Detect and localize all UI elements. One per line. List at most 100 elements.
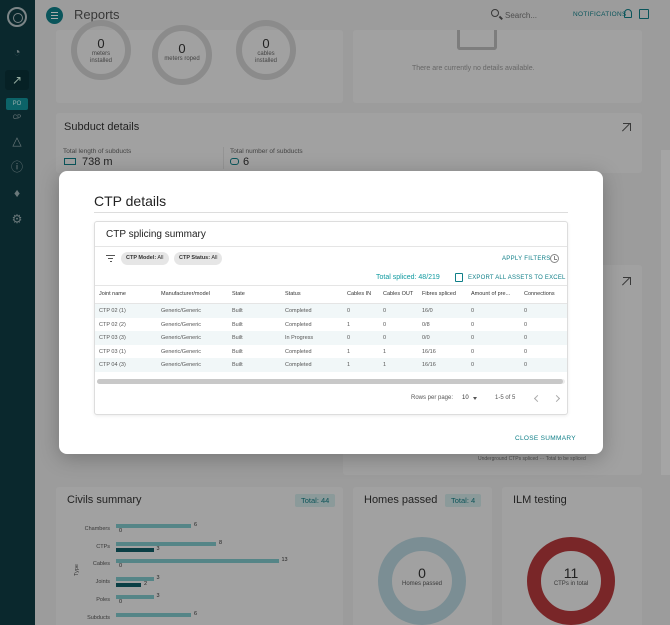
chevron-right-icon[interactable]	[552, 394, 561, 403]
bar-value: 6	[194, 610, 198, 617]
menu-button[interactable]	[46, 7, 63, 24]
column-header[interactable]: Manufacturer/model	[161, 291, 210, 297]
civils-bar	[116, 583, 141, 588]
table-cell: 1	[347, 348, 351, 355]
homes-title: Homes passed	[364, 494, 438, 506]
table-cell: 0	[383, 308, 387, 314]
civils-bar	[116, 577, 154, 582]
bar-value: 6	[194, 522, 198, 528]
info-icon[interactable]: ⓘ	[10, 160, 23, 174]
table-cell: 0	[347, 308, 351, 314]
filter-chip-ctp-status[interactable]: CTP Status: All	[174, 252, 223, 265]
export-excel-button[interactable]: EXPORT ALL ASSETS TO EXCEL	[468, 275, 566, 281]
column-header[interactable]: Connections	[524, 291, 555, 297]
table-row[interactable]: CTP 02 (1) Generic/Generic Built Completed 0…	[95, 304, 567, 318]
notifications-link[interactable]: NOTIFICATIONS	[573, 11, 627, 18]
table-cell: Completed	[285, 362, 312, 369]
table-cell: 1	[347, 362, 351, 369]
bar-value: 3	[156, 545, 160, 552]
bar-value: 0	[119, 598, 123, 605]
column-header[interactable]: Amount of pre...	[471, 291, 511, 297]
bar-label: Subducts	[87, 614, 110, 621]
table-row[interactable]: CTP 03 (1) Generic/Generic Built Completed 1…	[95, 345, 567, 359]
gear-icon[interactable]: ⚙	[11, 212, 23, 226]
table-cell: 0	[524, 308, 528, 314]
table-cell: 0	[471, 348, 475, 355]
table-cell: Generic/Generic	[161, 321, 202, 328]
table-cell: Built	[232, 321, 243, 328]
homes-card: Homes passed Total: 4 0 Homes passed	[353, 487, 492, 625]
civils-bar	[116, 594, 154, 599]
meters-installed-gauge: 0 meters installed	[71, 20, 131, 80]
search-input[interactable]	[505, 8, 591, 22]
table-cell: 0	[471, 321, 475, 328]
table-row[interactable]: CTP 02 (2) Generic/Generic Built Completed 1…	[95, 318, 567, 332]
table-cell: 0	[524, 335, 528, 342]
ctp-details-modal: CTP details CTP splicing summary CTP Mod…	[59, 171, 603, 454]
sidebar-item-reports[interactable]	[5, 70, 29, 90]
chart-legend: Underground CTPs spliced ··· Total to be…	[478, 456, 586, 462]
bar-value: 3	[156, 592, 160, 599]
bar-label: Cables	[92, 561, 110, 568]
civils-bar	[116, 541, 216, 546]
table-cell: 0	[383, 335, 387, 342]
filter-icon[interactable]	[106, 255, 115, 263]
table-cell: CTP 03 (3)	[99, 335, 126, 342]
expand-icon[interactable]	[623, 123, 631, 131]
page-title: Reports	[74, 7, 120, 22]
history-icon[interactable]	[550, 254, 559, 263]
table-cell: CTP 03 (1)	[99, 348, 126, 355]
dashboard-icon[interactable]: ◔	[13, 45, 21, 59]
table-cell: CTP 02 (2)	[99, 321, 126, 328]
table-cell: 0	[471, 335, 475, 342]
logout-icon[interactable]	[639, 9, 649, 19]
bar-label: Joints	[95, 579, 110, 586]
sidebar-item-po[interactable]: PO	[6, 98, 28, 110]
expand-icon[interactable]	[623, 277, 631, 285]
total-spliced: Total spliced: 48/219	[376, 274, 440, 281]
column-header[interactable]: Cables IN	[347, 291, 372, 297]
rows-per-page-select[interactable]: 10	[462, 395, 477, 401]
meters-roped-gauge: 0 meters roped	[152, 25, 212, 85]
table-cell: 16/16	[422, 362, 436, 369]
subduct-icon	[230, 158, 239, 165]
table-cell: 0/8	[422, 321, 430, 328]
civils-bar	[116, 559, 279, 564]
table-cell: 0/0	[422, 335, 430, 342]
search-box[interactable]	[487, 6, 597, 24]
civils-total-badge: Total: 44	[295, 494, 336, 507]
sidebar-item-cp[interactable]: CP	[12, 115, 22, 121]
bell-icon[interactable]: ♦	[13, 186, 21, 200]
notification-bell-icon[interactable]	[624, 9, 632, 18]
table-cell: Generic/Generic	[161, 362, 202, 369]
rows-per-page-label: Rows per page:	[411, 395, 454, 401]
table-row[interactable]: CTP 04 (3) Generic/Generic Built Completed 1…	[95, 358, 567, 373]
column-header[interactable]: Fibres spliced	[422, 291, 456, 297]
horizontal-scrollbar[interactable]	[97, 379, 565, 384]
civils-bar	[116, 612, 191, 617]
table-cell: 16/0	[422, 308, 433, 314]
bar-label: CTPs	[96, 543, 110, 550]
close-summary-button[interactable]: CLOSE SUMMARY	[515, 435, 576, 442]
excel-icon[interactable]	[455, 273, 463, 282]
table-cell: 0	[383, 321, 387, 328]
subduct-card: Subduct details Total length of subducts…	[56, 113, 642, 173]
subduct-count-label: Total number of subducts	[230, 148, 303, 155]
network-icon[interactable]: △	[12, 134, 22, 148]
table-cell: Completed	[285, 348, 312, 355]
apply-filters-button[interactable]: APPLY FILTERS	[502, 256, 551, 262]
filter-chip-ctp-model[interactable]: CTP Model: All	[121, 252, 169, 265]
column-header[interactable]: Joint name	[99, 291, 126, 297]
card-title: CTP splicing summary	[106, 229, 206, 240]
scrollbar-thumb[interactable]	[97, 379, 563, 384]
table-cell: Built	[232, 308, 243, 314]
column-header[interactable]: Status	[285, 291, 301, 297]
table-row[interactable]: CTP 03 (3) Generic/Generic Built In Progres…	[95, 331, 567, 346]
bar-value: 0	[119, 528, 123, 534]
column-header[interactable]: State	[232, 291, 245, 297]
column-header[interactable]: Cables OUT	[383, 291, 414, 297]
table-cell: Completed	[285, 308, 312, 314]
chevron-left-icon[interactable]	[533, 394, 542, 403]
table-cell: 0	[471, 362, 475, 369]
subduct-count-value: 6	[243, 156, 250, 168]
